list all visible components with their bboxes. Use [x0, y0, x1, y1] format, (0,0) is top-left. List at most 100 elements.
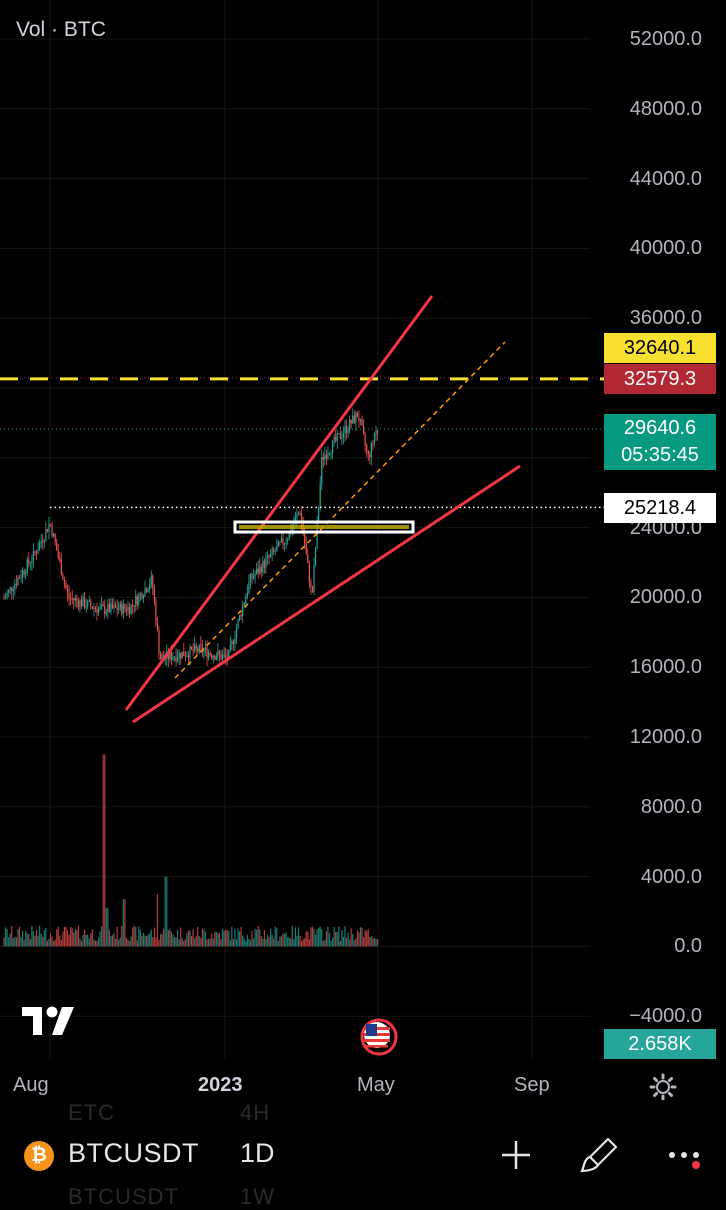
candle-body	[198, 644, 200, 652]
volume-bar	[366, 930, 368, 947]
volume-bar	[333, 926, 335, 947]
volume-bar	[338, 926, 340, 947]
candle-body	[221, 655, 224, 660]
volume-bar	[177, 929, 179, 947]
volume-bar	[139, 930, 141, 947]
volume-bar	[119, 937, 121, 947]
candle-body	[350, 419, 352, 424]
candle-body	[280, 538, 283, 543]
candle-body	[26, 559, 28, 573]
candle-body	[181, 651, 183, 659]
volume-bar	[6, 928, 8, 947]
volume-bar	[344, 926, 346, 947]
volume-bar	[22, 930, 24, 947]
candle-body	[150, 576, 152, 586]
volume-bar	[321, 929, 323, 947]
volume-bar	[25, 931, 27, 947]
volume-bar	[200, 937, 202, 947]
candle-body	[79, 600, 81, 607]
candle-body	[46, 529, 48, 532]
price-tick-label: 12000.0	[629, 726, 702, 748]
volume-bar	[166, 876, 168, 947]
more-icon[interactable]	[662, 1133, 706, 1177]
last-price: 29640.6	[623, 417, 697, 439]
candle-body	[353, 415, 355, 423]
volume-bar	[226, 930, 228, 947]
candle-body	[76, 598, 78, 601]
volume-bar	[155, 937, 157, 947]
candle-body	[99, 606, 101, 609]
plus-icon[interactable]	[494, 1133, 538, 1177]
candle-body	[149, 585, 151, 590]
candle-body	[209, 652, 211, 655]
economic-event-flag-icon[interactable]	[358, 1018, 400, 1056]
volume-bar	[18, 926, 21, 947]
volume-bar	[342, 937, 345, 947]
volume-bar	[361, 927, 363, 947]
volume-bar	[12, 938, 14, 947]
candle-body	[74, 598, 76, 601]
volume-bar	[352, 933, 354, 947]
volume-bar	[46, 940, 48, 947]
candle-body	[240, 615, 242, 617]
symbol-selector[interactable]: BTCUSDT	[68, 1138, 199, 1168]
bottom-toolbar: ETC 4H BTCUSDT 1W	[0, 1100, 726, 1209]
brush-icon[interactable]	[578, 1133, 622, 1177]
volume-bar	[307, 931, 309, 947]
candle-body	[215, 656, 217, 660]
candle-body	[345, 426, 348, 434]
volume-bar	[301, 941, 303, 947]
volume-bar	[218, 932, 221, 947]
volume-bar	[206, 939, 208, 947]
candle-body	[310, 582, 312, 587]
candle-body	[49, 524, 52, 526]
volume-bar	[248, 938, 250, 947]
volume-bar	[90, 933, 92, 947]
candle-body	[311, 586, 314, 592]
volume-bar	[9, 933, 11, 947]
volume-bar	[186, 933, 188, 947]
candle-body	[45, 529, 47, 541]
candle-body	[53, 533, 55, 537]
candle-body	[366, 445, 368, 451]
candle-body	[115, 604, 117, 608]
volume-bar	[146, 935, 148, 947]
candle-body	[228, 649, 230, 660]
volume-bar	[211, 933, 213, 947]
candle-body	[313, 564, 315, 592]
volume-bar	[319, 926, 321, 947]
volume-bar	[274, 926, 276, 947]
settings-gear-icon[interactable]	[648, 1072, 678, 1102]
candle-body	[144, 588, 146, 597]
volume-bar	[74, 928, 76, 947]
volume-bar	[302, 938, 304, 947]
indicator-title: Vol · BTC	[16, 18, 106, 41]
candle-body	[257, 568, 259, 574]
candle-body	[96, 609, 98, 614]
volume-bar	[358, 932, 360, 947]
candle-body	[344, 426, 346, 434]
volume-bar	[310, 927, 312, 947]
volume-bar	[304, 938, 306, 947]
volume-bar	[349, 939, 351, 947]
interval-selector[interactable]: 1D	[240, 1138, 275, 1168]
price-tick-label: 36000.0	[629, 307, 702, 330]
candle-body	[152, 576, 154, 589]
volume-bar	[115, 938, 117, 947]
candle-body	[141, 593, 143, 599]
volume-bar	[252, 938, 255, 947]
volume-bar	[268, 936, 270, 947]
volume-bar	[23, 939, 25, 947]
volume-bar	[375, 938, 377, 947]
candle-body	[282, 538, 284, 545]
volume-bar	[217, 933, 219, 947]
candle-body	[139, 593, 141, 596]
volume-bar	[287, 937, 289, 947]
volume-bar	[373, 937, 376, 947]
volume-bar	[94, 940, 97, 947]
bitcoin-icon[interactable]: ₿	[24, 1141, 54, 1171]
candle-body	[335, 437, 337, 441]
ghost-interval-top: 4H	[240, 1100, 271, 1125]
volume-bar	[198, 936, 200, 947]
